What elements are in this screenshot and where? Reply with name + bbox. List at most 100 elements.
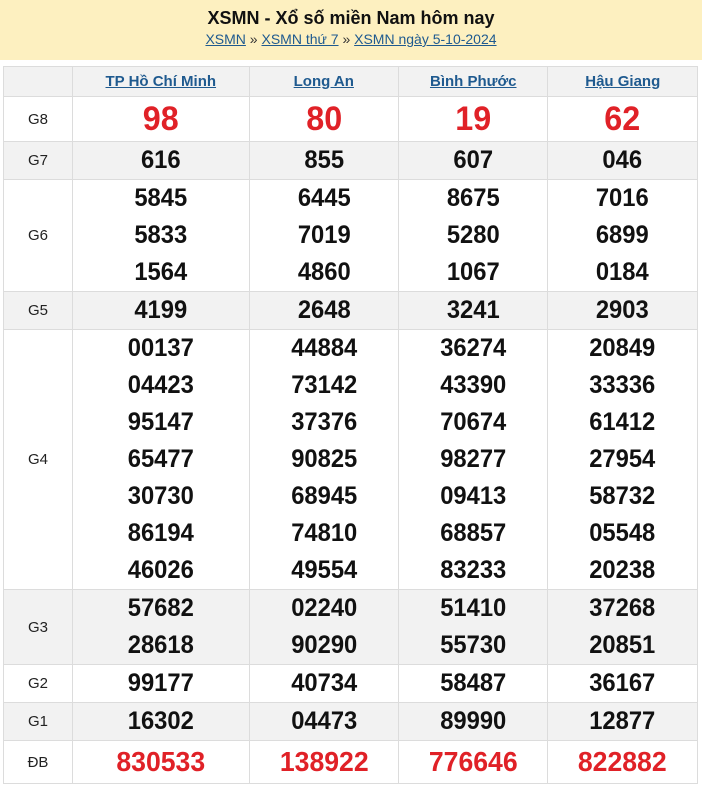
- prize-number: 43390: [440, 371, 507, 399]
- prize-row-đb: ĐB 830533 138922 776646 822882: [3, 740, 698, 784]
- prize-number: 7019: [297, 221, 351, 249]
- prize-row-g4: G4 00137 04423 95147 65477 30730 86194 46026 448…: [3, 329, 698, 590]
- prize-number: 138922: [279, 746, 369, 777]
- prize-number: 607: [453, 146, 494, 174]
- prize-cell: 80: [248, 96, 400, 142]
- prize-number: 2903: [596, 296, 650, 324]
- prize-cell: 138922: [248, 740, 400, 784]
- prize-number: 5845: [134, 184, 188, 212]
- prize-number: 51410: [440, 594, 507, 622]
- prize-number: 68857: [440, 519, 507, 547]
- prize-cell: 19: [398, 96, 549, 142]
- prize-cell: 822882: [547, 740, 698, 784]
- prize-row-g1: G1 16302 04473 89990 12877: [3, 702, 698, 741]
- prize-label: G7: [3, 141, 73, 180]
- prize-number: 12877: [589, 707, 656, 735]
- breadcrumb-xsmn-thu-7[interactable]: XSMN thứ 7: [261, 31, 339, 47]
- breadcrumb-separator: »: [342, 31, 351, 47]
- prize-label: G4: [3, 329, 73, 590]
- prize-label: G3: [3, 589, 73, 665]
- prize-number: 20849: [589, 334, 656, 362]
- page-header: XSMN - Xổ số miền Nam hôm nay XSMN » XSM…: [0, 0, 702, 60]
- prize-label: G1: [3, 702, 73, 741]
- prize-number: 49554: [290, 556, 357, 584]
- prize-number: 61412: [589, 408, 656, 436]
- prize-number: 37268: [589, 594, 656, 622]
- prize-cell: 830533: [72, 740, 250, 784]
- prize-number: 62: [604, 100, 641, 138]
- prize-row-g6: G6 5845 5833 1564 6445 7019 4860 8675 5280 1067 70…: [3, 179, 698, 292]
- prize-cell: 4199: [72, 291, 250, 330]
- prize-label: G2: [3, 664, 73, 703]
- prize-cell: 855: [248, 141, 400, 180]
- prize-number: 6899: [596, 221, 650, 249]
- prize-number: 20238: [589, 556, 656, 584]
- prize-cell: 607: [398, 141, 549, 180]
- prize-cell: 37268 20851: [547, 589, 698, 665]
- prize-number: 46026: [127, 556, 194, 584]
- prize-number: 90825: [290, 445, 357, 473]
- prize-number: 58732: [589, 482, 656, 510]
- prize-cell: 5845 5833 1564: [72, 179, 250, 292]
- results-table: TP Hồ Chí Minh Long An Bình Phước Hậu Gi…: [3, 66, 698, 784]
- prize-number: 55730: [440, 631, 507, 659]
- prize-row-g8: G8 98 80 19 62: [3, 96, 698, 142]
- prize-number: 95147: [127, 408, 194, 436]
- breadcrumb: XSMN » XSMN thứ 7 » XSMN ngày 5-10-2024: [0, 31, 702, 47]
- prize-number: 6445: [297, 184, 351, 212]
- breadcrumb-xsmn-date[interactable]: XSMN ngày 5-10-2024: [354, 31, 497, 47]
- prize-number: 3241: [446, 296, 500, 324]
- prize-cell: 99177: [72, 664, 250, 703]
- province-header-row: TP Hồ Chí Minh Long An Bình Phước Hậu Gi…: [3, 66, 698, 97]
- prize-number: 1067: [446, 258, 500, 286]
- prize-cell: 12877: [547, 702, 698, 741]
- prize-number: 40734: [290, 669, 357, 697]
- prize-cell: 40734: [248, 664, 400, 703]
- province-link[interactable]: Hậu Giang: [585, 73, 661, 90]
- province-link[interactable]: Bình Phước: [429, 73, 517, 90]
- prize-label: G8: [3, 96, 73, 142]
- prize-cell: 6445 7019 4860: [248, 179, 400, 292]
- prize-number: 830533: [116, 746, 206, 777]
- prize-row-g7: G7 616 855 607 046: [3, 141, 698, 180]
- prize-number: 09413: [440, 482, 507, 510]
- prize-cell: 046: [547, 141, 698, 180]
- prize-number: 822882: [578, 746, 668, 777]
- prize-number: 70674: [440, 408, 507, 436]
- prize-number: 98: [142, 100, 179, 138]
- prize-cell: 57682 28618: [72, 589, 250, 665]
- prize-cell: 00137 04423 95147 65477 30730 86194 46026: [72, 329, 250, 590]
- prize-number: 86194: [127, 519, 194, 547]
- prize-number: 16302: [127, 707, 194, 735]
- corner-cell: [3, 66, 73, 97]
- prize-number: 30730: [127, 482, 194, 510]
- prize-number: 0184: [596, 258, 650, 286]
- prize-number: 05548: [589, 519, 656, 547]
- prize-number: 90290: [290, 631, 357, 659]
- prize-number: 00137: [127, 334, 194, 362]
- breadcrumb-separator: »: [249, 31, 258, 47]
- page-title: XSMN - Xổ số miền Nam hôm nay: [207, 8, 495, 28]
- prize-number: 4199: [134, 296, 188, 324]
- prize-number: 7016: [596, 184, 650, 212]
- prize-cell: 51410 55730: [398, 589, 549, 665]
- prize-number: 80: [305, 100, 342, 138]
- prize-label: G6: [3, 179, 73, 292]
- prize-number: 5833: [134, 221, 188, 249]
- prize-number: 02240: [290, 594, 357, 622]
- breadcrumb-xsmn[interactable]: XSMN: [205, 31, 246, 47]
- prize-number: 36167: [589, 669, 656, 697]
- prize-number: 04423: [127, 371, 194, 399]
- prize-cell: 58487: [398, 664, 549, 703]
- prize-number: 99177: [127, 669, 194, 697]
- prize-number: 83233: [440, 556, 507, 584]
- prize-number: 1564: [134, 258, 188, 286]
- province-link[interactable]: Long An: [293, 73, 354, 90]
- prize-number: 57682: [127, 594, 194, 622]
- prize-number: 74810: [290, 519, 357, 547]
- prize-cell: 8675 5280 1067: [398, 179, 549, 292]
- prize-cell: 89990: [398, 702, 549, 741]
- prize-number: 27954: [589, 445, 656, 473]
- province-link[interactable]: TP Hồ Chí Minh: [105, 73, 217, 90]
- prize-number: 44884: [290, 334, 357, 362]
